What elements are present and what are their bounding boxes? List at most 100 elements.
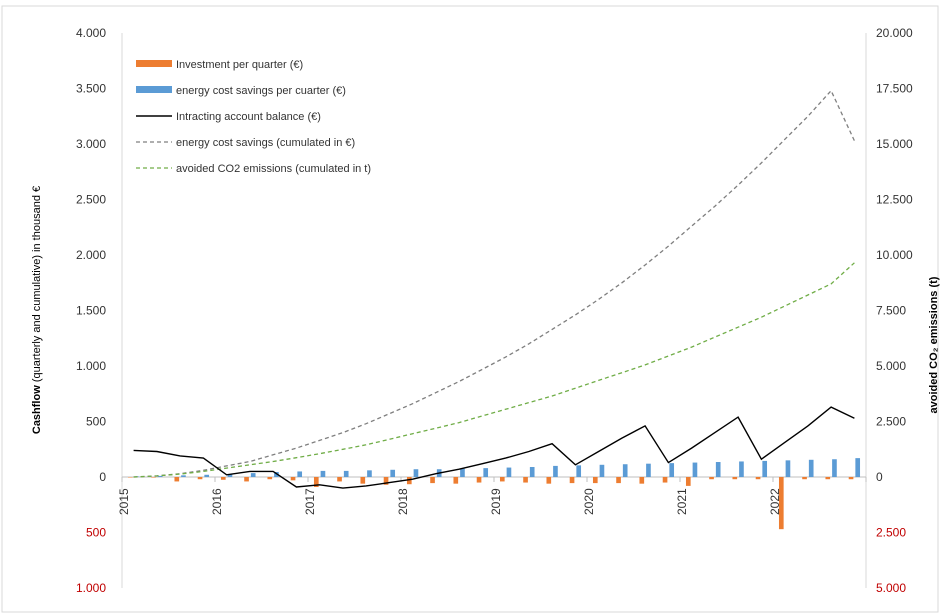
savings-bar [576, 465, 582, 477]
investment-bar [639, 477, 645, 484]
investment-bar [174, 477, 180, 482]
y-right-tick-label: 0 [876, 470, 883, 484]
investment-bar [662, 477, 668, 483]
savings-bar [715, 462, 721, 477]
investment-bar [755, 477, 761, 480]
savings-bar [413, 469, 419, 477]
investment-bar [220, 477, 226, 480]
x-tick-label: 2021 [675, 488, 689, 515]
legend-swatch-savings [136, 86, 172, 93]
investment-bar [406, 477, 412, 485]
investment-bar [523, 477, 528, 483]
y-left-tick-label: 500 [86, 415, 106, 429]
y-right-tick-label: 20.000 [876, 26, 913, 40]
investment-bar [430, 477, 435, 484]
savings-bar [367, 470, 372, 477]
y-left-tick-label: 1.000 [76, 359, 106, 373]
savings-bar [669, 463, 675, 477]
investment-bar [569, 477, 575, 484]
savings-bar [181, 475, 186, 477]
investment-bar [732, 477, 738, 480]
investment-bar [825, 477, 831, 480]
legend-label-co2: avoided CO2 emissions (cumulated in t) [176, 163, 371, 175]
y-right-tick-label: 10.000 [876, 248, 913, 262]
investment-bar [709, 477, 714, 480]
chart-frame [1, 5, 939, 613]
legend-label-investment: Investment per quarter (€) [176, 59, 303, 71]
savings-bar [390, 469, 396, 477]
investment-bar [197, 477, 203, 480]
y-left-tick-label: 1.000 [76, 581, 106, 595]
savings-bar [506, 467, 512, 477]
y-left-tick-label: 4.000 [76, 26, 106, 40]
legend: Investment per quarter (€) energy cost sa… [136, 59, 371, 175]
savings-bar [855, 458, 861, 477]
investment-bar [127, 477, 133, 478]
investment-bar [546, 477, 552, 484]
y-right-tick-label: 12.500 [876, 193, 913, 207]
co2-line [133, 262, 855, 478]
investment-bar [778, 477, 784, 530]
x-tick-label: 2016 [210, 488, 224, 515]
legend-swatch-investment [136, 60, 172, 67]
savings-bar [646, 463, 651, 477]
savings-bar [204, 474, 210, 477]
savings-bar [832, 459, 837, 477]
savings-bar [739, 461, 744, 477]
savings-bar [808, 459, 814, 477]
x-tick-label: 2017 [303, 488, 317, 515]
y-axis-left-title-bold: Cashflow [31, 385, 43, 434]
y-left-tick-label: 2.000 [76, 248, 106, 262]
investment-bar [592, 477, 598, 484]
savings-bar [599, 464, 605, 477]
savings-bar [460, 468, 465, 477]
investment-bar [337, 477, 342, 482]
investment-bar [244, 477, 249, 482]
investment-bar [685, 477, 691, 486]
y-right-tick-label: 7.500 [876, 304, 906, 318]
investment-bar [360, 477, 366, 484]
y-axis-left-title-rest: (quarterly and cumulative) in thousand € [31, 186, 43, 385]
x-tick-label: 2019 [489, 488, 503, 515]
investment-bar [802, 477, 807, 480]
investment-bar [151, 477, 156, 478]
legend-label-cum_savings: energy cost savings (cumulated in €) [176, 137, 355, 149]
investment-bar [848, 477, 854, 480]
investment-bar [453, 477, 459, 484]
investment-bar [616, 477, 621, 484]
savings-bar [250, 473, 256, 477]
cum-savings-line [133, 89, 855, 478]
lines [133, 89, 855, 489]
savings-bar [622, 464, 628, 477]
savings-bar [692, 462, 698, 477]
investment-bar [267, 477, 273, 480]
savings-bar [343, 470, 349, 477]
y-axis-left-title: Cashflow (quarterly and cumulative) in t… [31, 186, 43, 434]
savings-bar [785, 460, 791, 477]
y-right-tick-label: 2.500 [876, 415, 906, 429]
y-right-tick-label: 5.000 [876, 359, 906, 373]
savings-bar [320, 470, 326, 477]
x-tick-label: 2015 [117, 488, 131, 515]
y-left-tick-label: 0 [99, 470, 106, 484]
x-tick-label: 2020 [582, 488, 596, 515]
y-right-tick-label: 2.500 [876, 526, 906, 540]
investment-bar [476, 477, 482, 483]
savings-bar [297, 471, 303, 477]
investment-bar [313, 477, 319, 487]
savings-bar [529, 467, 535, 477]
investment-bar [499, 477, 505, 482]
y-left-tick-label: 2.500 [76, 193, 106, 207]
savings-bar [553, 465, 558, 477]
y-axis-right-title: avoided CO₂ emissions (t) [928, 276, 940, 413]
y-left-tick-label: 1.500 [76, 304, 106, 318]
y-right-tick-label: 5.000 [876, 581, 906, 595]
savings-bar [157, 475, 163, 477]
savings-bar [483, 468, 489, 477]
savings-bar [227, 474, 233, 477]
legend-label-balance: Intracting account balance (€) [176, 111, 321, 123]
y-left-tick-label: 500 [86, 526, 106, 540]
savings-bar [274, 472, 279, 477]
x-tick-label: 2022 [768, 488, 782, 515]
